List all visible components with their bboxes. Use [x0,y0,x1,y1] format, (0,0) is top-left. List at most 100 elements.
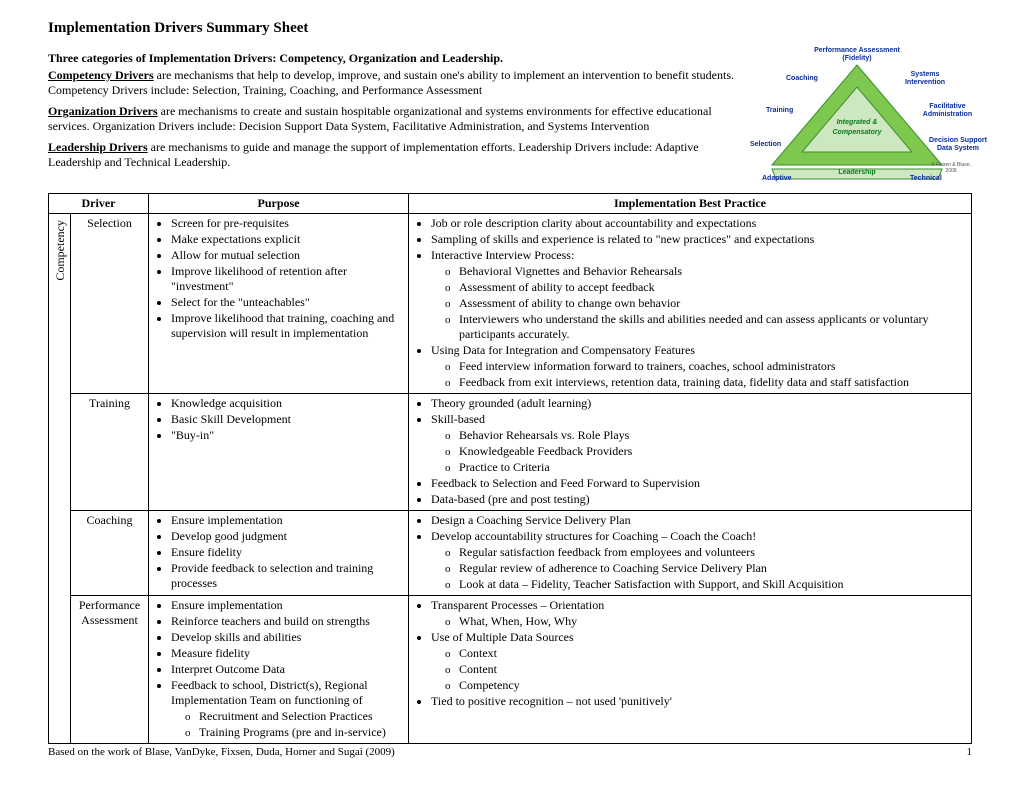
purpose-cell: Knowledge acquisitionBasic Skill Develop… [149,394,409,511]
sublist-item: Recruitment and Selection Practices [199,709,404,724]
list-item: Skill-based [431,412,967,427]
list-item: Measure fidelity [171,646,404,661]
best-practice-cell: Transparent Processes – OrientationWhat,… [409,596,972,744]
list-item: Transparent Processes – Orientation [431,598,967,613]
list-item: Develop accountability structures for Co… [431,529,967,544]
triangle-diagram: Performance Assessment (Fidelity) Coachi… [742,47,972,187]
list-item: Design a Coaching Service Delivery Plan [431,513,967,528]
diagram-dsds: Decision Support Data System [928,137,988,152]
sublist-item: Regular review of adherence to Coaching … [459,561,967,576]
diagram-systems: Systems Intervention [900,71,950,86]
diagram-credit: © Fixsen & Blase, 2008 [930,163,972,174]
list-item: Feedback to Selection and Feed Forward t… [431,476,967,491]
table-row: CompetencySelectionScreen for pre-requis… [49,214,972,394]
table-row: TrainingKnowledge acquisitionBasic Skill… [49,394,972,511]
sublist-item: Content [459,662,967,677]
diagram-center2: Compensatory [824,129,890,137]
sublist-item: Interviewers who understand the skills a… [459,312,967,342]
header-driver: Driver [49,194,149,214]
list-item: Make expectations explicit [171,232,404,247]
purpose-cell: Screen for pre-requisitesMake expectatio… [149,214,409,394]
sublist-item: Training Programs (pre and in-service) [199,725,404,740]
diagram-center1: Integrated & [828,119,886,127]
sublist-item: Context [459,646,967,661]
page-title: Implementation Drivers Summary Sheet [48,20,972,37]
table-header-row: Driver Purpose Implementation Best Pract… [49,194,972,214]
list-item: Ensure fidelity [171,545,404,560]
diagram-facilitative: Facilitative Administration [920,103,975,118]
list-item: Reinforce teachers and build on strength… [171,614,404,629]
diagram-technical: Technical [910,175,942,183]
list-item: Develop good judgment [171,529,404,544]
list-item: Using Data for Integration and Compensat… [431,343,967,358]
list-item: Basic Skill Development [171,412,404,427]
competency-para: Competency Drivers are mechanisms that h… [48,68,734,98]
list-item: Screen for pre-requisites [171,216,404,231]
sublist-item: Behavior Rehearsals vs. Role Plays [459,428,967,443]
list-item: Allow for mutual selection [171,248,404,263]
leadership-label: Leadership Drivers [48,140,148,154]
driver-name: Coaching [71,511,149,596]
sublist-item: Feed interview information forward to tr… [459,359,967,374]
purpose-cell: Ensure implementationDevelop good judgme… [149,511,409,596]
sublist-item: Look at data – Fidelity, Teacher Satisfa… [459,577,967,592]
diagram-bottom: Leadership [830,169,884,177]
sublist-item: What, When, How, Why [459,614,967,629]
table-row: Performance AssessmentEnsure implementat… [49,596,972,744]
intro-heading: Three categories of Implementation Drive… [48,51,734,66]
list-item: Tied to positive recognition – not used … [431,694,967,709]
sublist-item: Practice to Criteria [459,460,967,475]
list-item: Ensure implementation [171,598,404,613]
best-practice-cell: Job or role description clarity about ac… [409,214,972,394]
list-item: Improve likelihood that training, coachi… [171,311,404,341]
competency-label: Competency Drivers [48,68,154,82]
purpose-cell: Ensure implementationReinforce teachers … [149,596,409,744]
list-item: Improve likelihood of retention after "i… [171,264,404,294]
list-item: Data-based (pre and post testing) [431,492,967,507]
diagram-selection: Selection [750,141,781,149]
driver-name: Training [71,394,149,511]
list-item: Knowledge acquisition [171,396,404,411]
list-item: Interpret Outcome Data [171,662,404,677]
table-row: CoachingEnsure implementationDevelop goo… [49,511,972,596]
sublist-item: Knowledgeable Feedback Providers [459,444,967,459]
diagram-training: Training [766,107,793,115]
list-item: Select for the "unteachables" [171,295,404,310]
list-item: Use of Multiple Data Sources [431,630,967,645]
sublist-item: Assessment of ability to change own beha… [459,296,967,311]
diagram-top: Performance Assessment (Fidelity) [812,47,902,62]
organization-para: Organization Drivers are mechanisms to c… [48,104,734,134]
footer-page: 1 [967,746,973,758]
sublist-item: Competency [459,678,967,693]
drivers-table: Driver Purpose Implementation Best Pract… [48,193,972,744]
sublist-item: Assessment of ability to accept feedback [459,280,967,295]
driver-name: Performance Assessment [71,596,149,744]
list-item: Provide feedback to selection and traini… [171,561,404,591]
list-item: Sampling of skills and experience is rel… [431,232,967,247]
list-item: Develop skills and abilities [171,630,404,645]
best-practice-cell: Theory grounded (adult learning)Skill-ba… [409,394,972,511]
sublist-item: Feedback from exit interviews, retention… [459,375,967,390]
list-item: Ensure implementation [171,513,404,528]
diagram-adaptive: Adaptive [762,175,792,183]
list-item: Job or role description clarity about ac… [431,216,967,231]
sublist-item: Regular satisfaction feedback from emplo… [459,545,967,560]
organization-label: Organization Drivers [48,104,158,118]
diagram-coaching: Coaching [786,75,818,83]
header-best: Implementation Best Practice [409,194,972,214]
list-item: Theory grounded (adult learning) [431,396,967,411]
list-item: Interactive Interview Process: [431,248,967,263]
sublist-item: Behavioral Vignettes and Behavior Rehear… [459,264,967,279]
best-practice-cell: Design a Coaching Service Delivery PlanD… [409,511,972,596]
list-item: Feedback to school, District(s), Regiona… [171,678,404,708]
category-label: Competency [53,216,68,285]
list-item: "Buy-in" [171,428,404,443]
footer-citation: Based on the work of Blase, VanDyke, Fix… [48,746,395,758]
footer: Based on the work of Blase, VanDyke, Fix… [48,746,972,758]
header-purpose: Purpose [149,194,409,214]
category-sidebar: Competency [49,214,71,744]
intro-block: Three categories of Implementation Drive… [48,47,972,187]
leadership-para: Leadership Drivers are mechanisms to gui… [48,140,734,170]
driver-name: Selection [71,214,149,394]
intro-text: Three categories of Implementation Drive… [48,47,734,187]
